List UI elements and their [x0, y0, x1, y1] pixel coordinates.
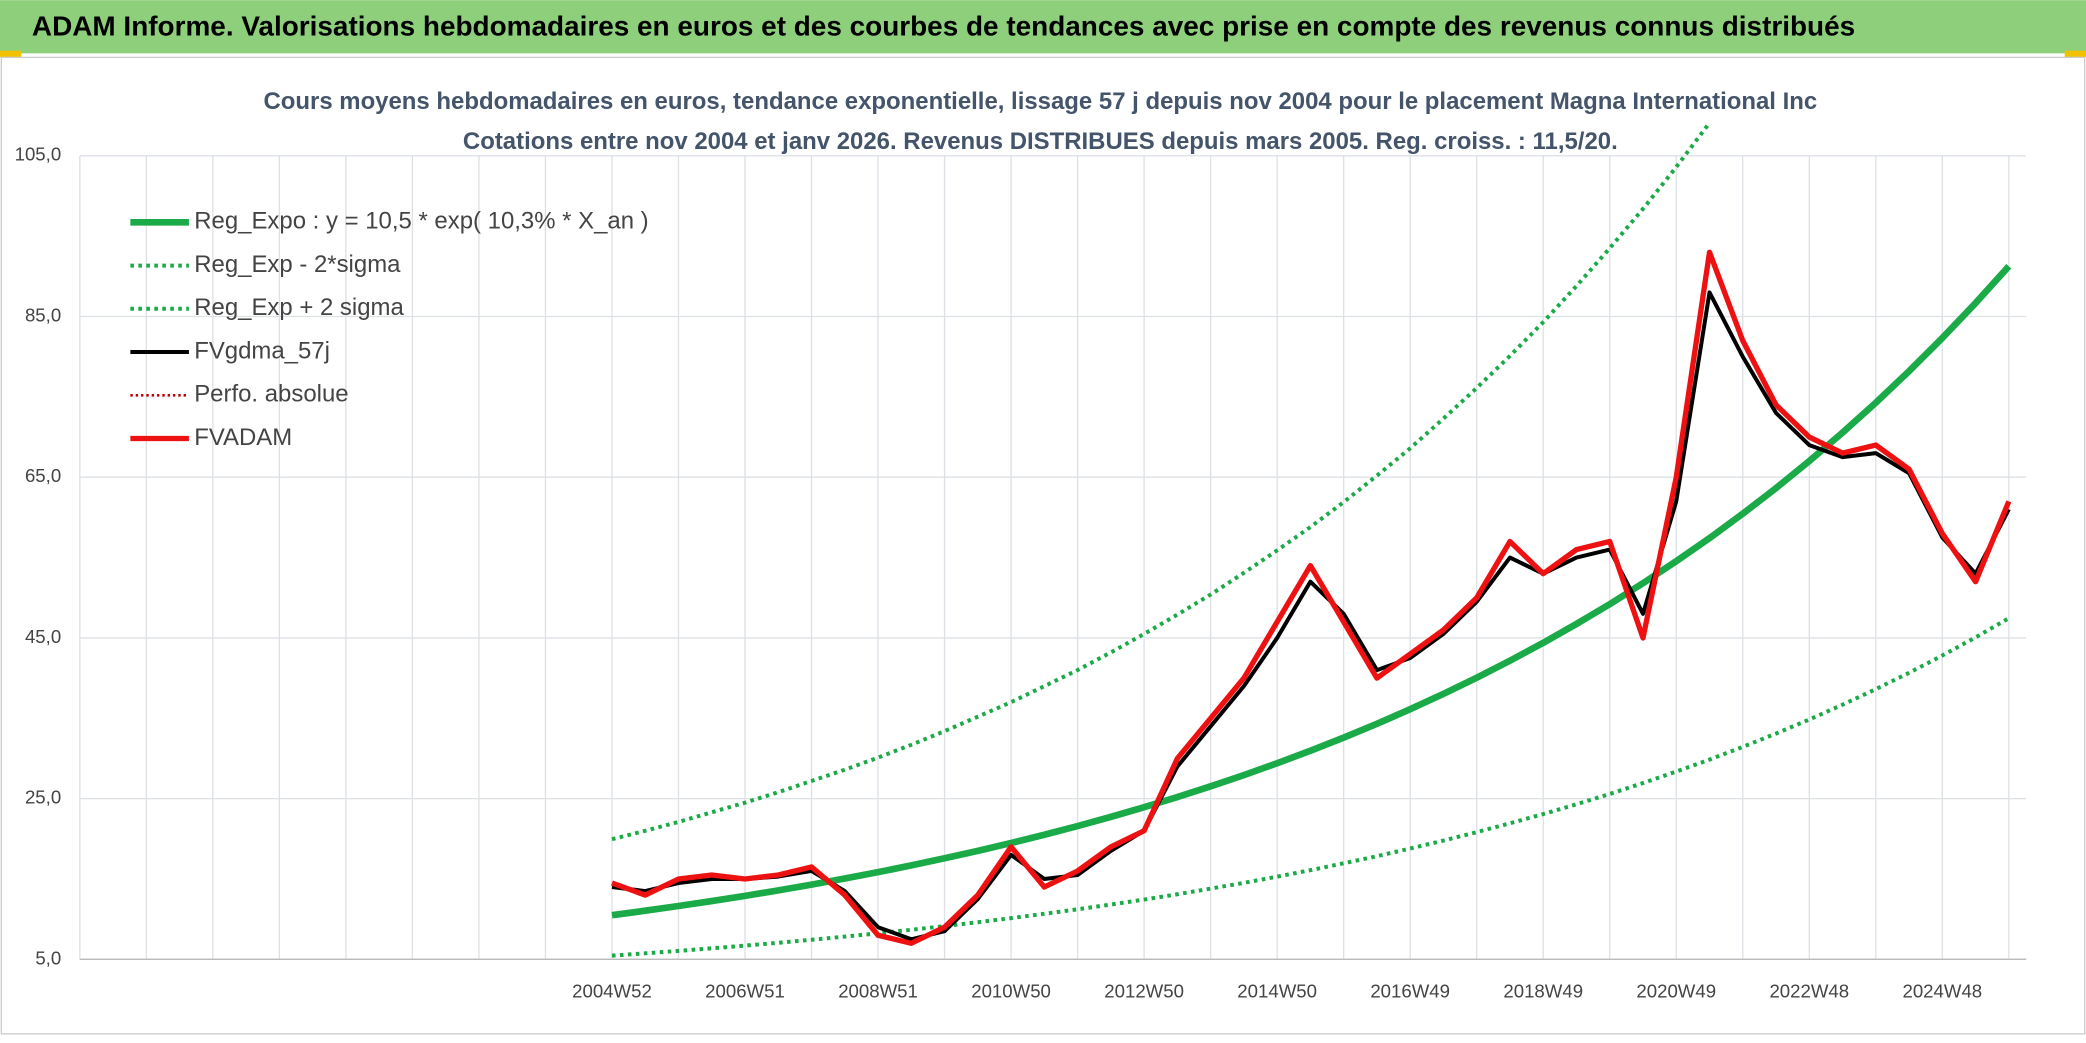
series-line [611, 263, 2012, 919]
chart-border [0, 56, 2086, 1035]
series-line [611, 249, 2012, 946]
legend-label: Reg_Exp + 2 sigma [194, 294, 404, 321]
chart-subtitle: Cours moyens hebdomadaires en euros, ten… [263, 88, 1817, 115]
legend-label: Reg_Expo : y = 10,5 * exp( 10,3% * X_an … [194, 208, 648, 235]
x-tick-label: 2012W50 [1104, 981, 1184, 1002]
corner [2064, 50, 2086, 58]
legend-label: Reg_Exp - 2*sigma [194, 251, 401, 278]
y-tick-label: 45,0 [25, 626, 61, 647]
x-tick-label: 2022W48 [1769, 981, 1849, 1002]
legend-label: FVADAM [194, 424, 292, 451]
legend-label: Perfo. absolue [194, 381, 348, 408]
x-tick-label: 2004W52 [572, 981, 652, 1002]
y-tick-label: 65,0 [25, 465, 61, 486]
corner [0, 50, 22, 58]
y-tick-label: 85,0 [25, 304, 61, 325]
header-bar [0, 0, 2086, 54]
chart-subtitle: Cotations entre nov 2004 et janv 2026. R… [463, 128, 1618, 155]
chart-title: ADAM Informe. Valorisations hebdomadaire… [32, 10, 1855, 41]
y-tick-label: 5,0 [35, 947, 61, 968]
x-tick-label: 2018W49 [1503, 981, 1583, 1002]
series-line [611, 121, 1712, 842]
series-line [611, 616, 2010, 958]
x-tick-label: 2024W48 [1902, 981, 1982, 1002]
y-tick-label: 105,0 [15, 144, 62, 165]
legend-label: FVgdma_57j [194, 337, 330, 364]
x-tick-label: 2008W51 [838, 981, 918, 1002]
x-tick-label: 2020W49 [1636, 981, 1716, 1002]
x-tick-label: 2010W50 [971, 981, 1051, 1002]
x-tick-label: 2016W49 [1370, 981, 1450, 1002]
y-tick-label: 25,0 [25, 787, 61, 808]
series-line [611, 290, 2011, 942]
plot-area [611, 121, 2012, 958]
x-tick-label: 2006W51 [705, 981, 785, 1002]
x-tick-label: 2014W50 [1237, 981, 1317, 1002]
